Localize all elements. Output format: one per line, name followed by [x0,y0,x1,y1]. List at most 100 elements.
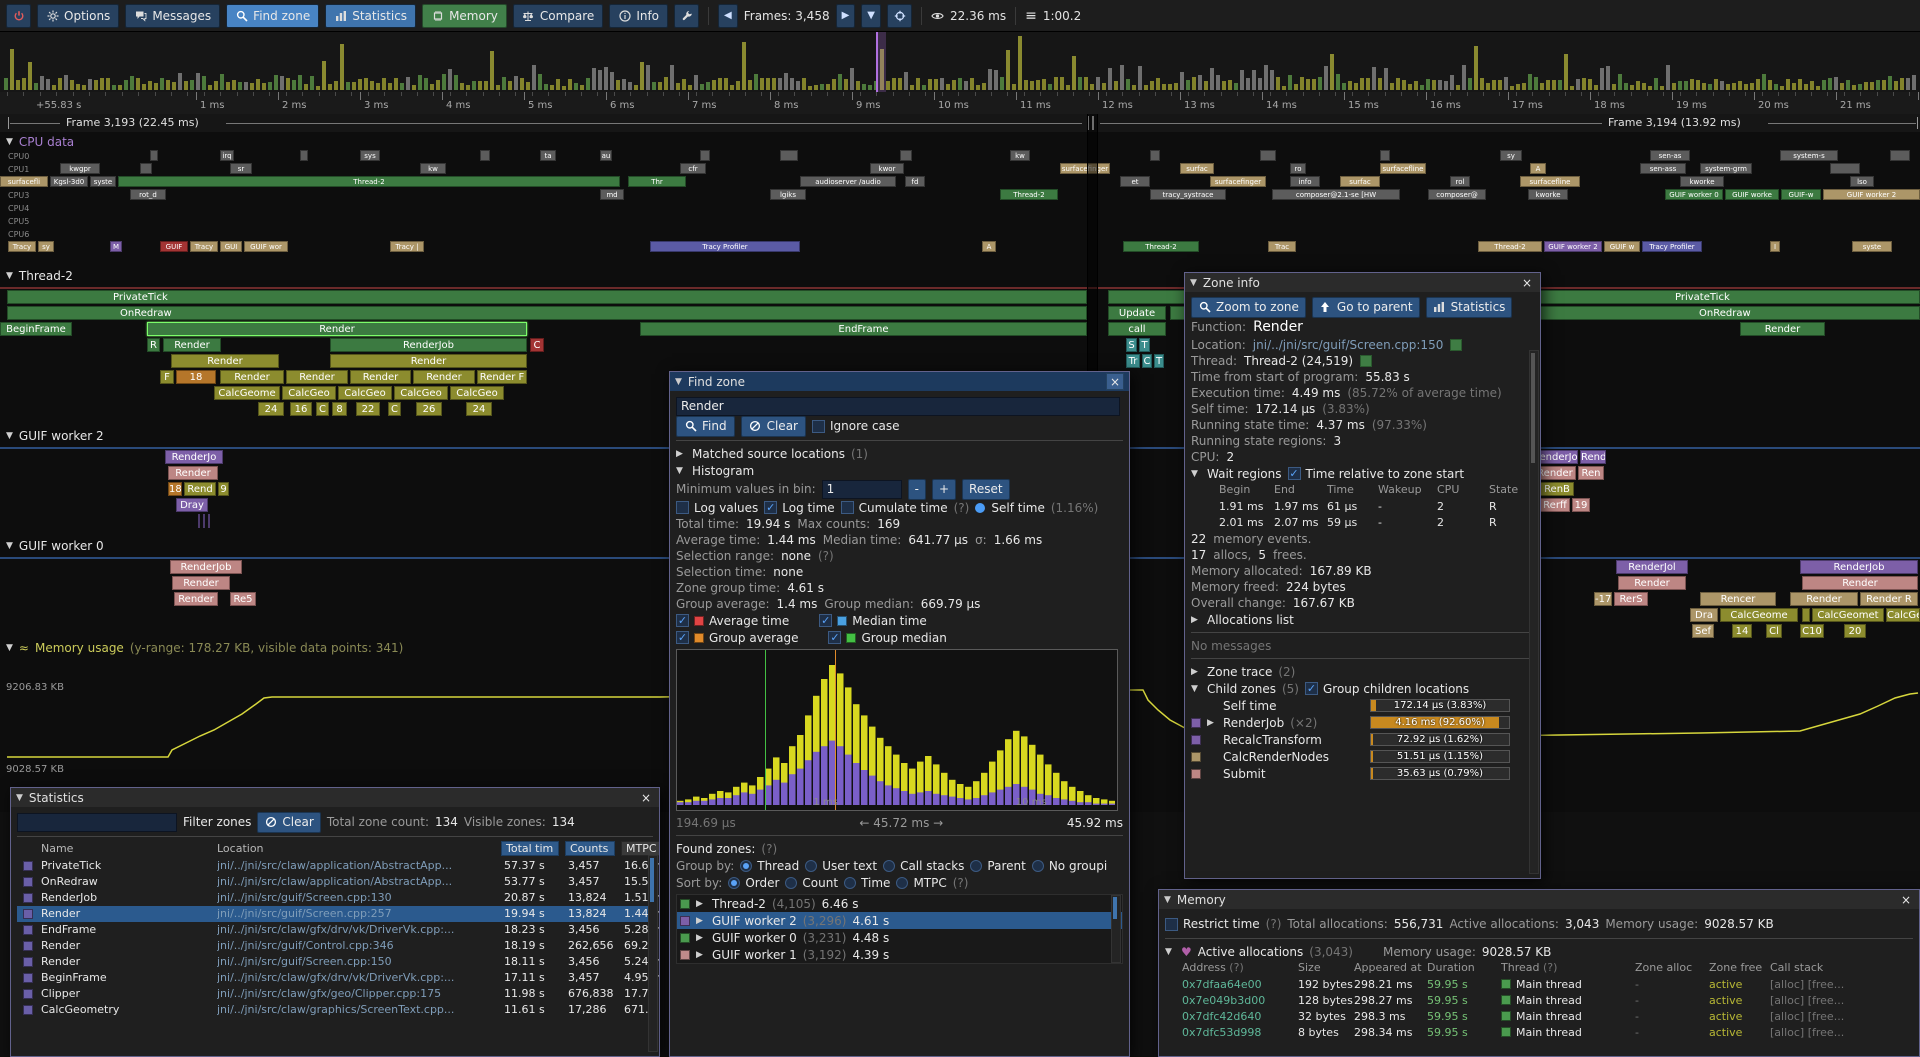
zone-22[interactable]: 22 [356,402,380,416]
close-icon[interactable]: × [1900,892,1912,907]
cpu-zone-x[interactable] [780,150,798,161]
zone-render[interactable]: Render [1740,322,1825,336]
group-children-checkbox[interactable]: ✓ Group children locations [1304,682,1469,696]
group-by-parent[interactable]: Parent [970,859,1026,873]
zone-re5[interactable]: Re5 [230,592,256,606]
zone-c10[interactable]: C10 [1800,624,1824,638]
cumulate-time-checkbox-box[interactable] [840,501,854,514]
scrollbar-thumb[interactable] [650,858,654,902]
log-values-checkbox-box[interactable] [676,501,689,514]
table-row[interactable]: Render jni/../jni/src/guif/Screen.cpp:150… [17,954,659,970]
zone-c[interactable]: C [1142,354,1152,368]
sort-by-time[interactable]: Time [844,876,890,890]
cpu-zone-kw[interactable]: kw [420,163,446,174]
allocation-row[interactable]: 0x7e049b3d00 128 bytes 298.27 ms 59.95 s Mai… [1165,993,1913,1009]
prev-frame-button[interactable]: ◀ [718,3,738,28]
cpu-zone-md[interactable]: md [600,189,624,200]
cpu-zone-i[interactable]: I [1770,241,1780,252]
cpu-zone-x[interactable] [480,150,490,161]
collapse-arrow-icon[interactable]: ▼ [1191,468,1198,479]
zone-beginframe[interactable]: BeginFrame [0,322,72,336]
zone-f[interactable]: F [160,370,174,384]
expand-arrow-icon[interactable]: ▶ [1207,717,1214,728]
expand-arrow-icon[interactable]: ▶ [696,949,703,960]
goto-frame-button[interactable] [887,3,912,28]
cpu-zone-guif-worker-2[interactable]: GUIF worker 2 [1544,241,1602,252]
histogram-header-row[interactable]: ▼ Histogram [676,462,1123,479]
log-time-checkbox-box[interactable]: ✓ [764,501,778,514]
zone-render[interactable]: Render [413,370,475,384]
zone-calcgeo[interactable]: CalcGeo [338,386,392,400]
zone-cl[interactable]: Cl [1766,624,1782,638]
options-button[interactable]: Options [37,3,120,28]
time-relative-checkbox-box[interactable]: ✓ [1287,467,1301,480]
zone-info-window[interactable]: ▼ Zone info × Zoom to zone Go to parent St… [1184,272,1541,879]
zone-render-r[interactable]: Render R [1860,592,1918,606]
cpu-zone-guif-w[interactable]: GUIF-w [1781,189,1821,200]
cpu-zone-kwgpr[interactable]: kwgpr [60,163,100,174]
column-thread[interactable]: Thread (?) [1501,961,1558,974]
frame-marker-row[interactable]: Frame 3,193 (22.45 ms) Frame 3,194 (13.92… [0,114,1920,133]
table-row[interactable]: Render jni/../jni/src/guif/Control.cpp:34… [17,938,659,954]
cpu-zone-surfac[interactable]: surfac [1340,176,1380,187]
expand-arrow-icon[interactable]: ▶ [696,915,703,926]
collapse-arrow-icon[interactable]: ▼ [6,271,13,281]
expand-arrow-icon[interactable]: ▶ [676,448,683,459]
cpu-zone-guif-wor[interactable]: GUIF wor [244,241,288,252]
zone-9[interactable]: 9 [218,482,229,496]
zone-render[interactable]: Render [330,354,527,368]
zone-renderjol[interactable]: RenderJol [1616,560,1688,574]
zone-14[interactable]: 14 [1732,624,1752,638]
group-row-guif-worker-2[interactable]: ▶ GUIF worker 2 (3,296) 4.61 s [677,912,1122,929]
zone-sef[interactable]: Sef [1692,624,1714,638]
sort-by-order-circle[interactable] [728,876,741,889]
zone-t[interactable]: T [1154,354,1164,368]
time-relative-checkbox[interactable]: ✓ Time relative to zone start [1287,467,1464,481]
self-time-indicator[interactable] [975,502,986,513]
zone-r[interactable]: R [147,338,160,352]
cpu-zone-x[interactable] [1380,150,1390,161]
cpu-zone-composer-2-1-se-hw[interactable]: composer@2.1-se [HW [1272,189,1400,200]
frame-dropdown-button[interactable]: ▼ [861,3,881,28]
collapse-arrow-icon[interactable]: ▼ [6,541,13,551]
zone-renderjob[interactable]: RenderJob [330,338,527,352]
child-zone-row-submit[interactable]: Submit 35.63 µs (0.79%) [1191,765,1534,782]
zone-17[interactable]: -17 [1594,592,1612,606]
find-zone-button[interactable]: Find zone [226,3,320,28]
ignore-case-checkbox[interactable]: Ignore case [811,419,900,433]
zone-x[interactable] [198,514,200,528]
zone-render[interactable]: Render [168,466,218,480]
messages-button[interactable]: Messages [125,3,221,28]
thread-header-guif-worker-2[interactable]: ▼ GUIF worker 2 [6,428,104,444]
expand-arrow-icon[interactable]: ▶ [696,898,703,909]
cpu-zone-guif-worke[interactable]: GUIF worke [1725,189,1779,200]
allocation-row[interactable]: 0x7dfc42d640 32 bytes 298.3 ms 59.95 s Main … [1165,1009,1913,1025]
expand-arrow-icon[interactable]: ▶ [1191,666,1198,677]
cpu-zone-kgsl-3d0[interactable]: Kgsl-3d0 [50,176,88,187]
cpu-zone-surfacefinger[interactable]: surfacefinger [1060,163,1110,174]
legend-checkbox-median-time[interactable]: ✓ Median time [819,614,927,628]
column-total-time[interactable]: Total tim [501,841,559,856]
cpu-zone-gui[interactable]: GUI [220,241,242,252]
zone-endframe[interactable]: EndFrame [640,322,1087,336]
sort-by-time-circle[interactable] [844,876,857,889]
zone-dray[interactable]: Dray [176,498,208,512]
cpu-zone-fd[interactable]: fd [905,176,925,187]
zone-19[interactable]: 19 [1572,498,1590,512]
cpu-zone-cfr[interactable]: cfr [680,163,706,174]
zone-renb[interactable]: RenB [1540,482,1574,496]
statistics-button[interactable]: Statistics [325,3,417,28]
group-row-thread-2[interactable]: ▶ Thread-2 (4,105) 6.46 s [677,895,1122,912]
next-frame-button[interactable]: ▶ [835,3,856,28]
alloc-stack-link[interactable]: [alloc] [1770,994,1808,1007]
zone-rend[interactable]: Rend [1580,450,1606,464]
find-zone-titlebar[interactable]: ▼ Find zone × [670,372,1129,391]
sort-by-mtpc-circle[interactable] [896,876,909,889]
cpu-zone-system-s[interactable]: system-s [1780,150,1838,161]
cpu-zone-sr[interactable]: sr [230,163,252,174]
cpu-zone-surfacefli[interactable]: surfacefli [0,176,48,187]
table-row[interactable]: Render jni/../jni/src/guif/Screen.cpp:257… [17,906,659,922]
cpu-data-header[interactable]: ▼ CPU data [6,134,74,150]
legend-checkbox-group-median[interactable]: ✓ Group median [828,631,947,645]
scrollbar-thumb[interactable] [1113,897,1117,919]
